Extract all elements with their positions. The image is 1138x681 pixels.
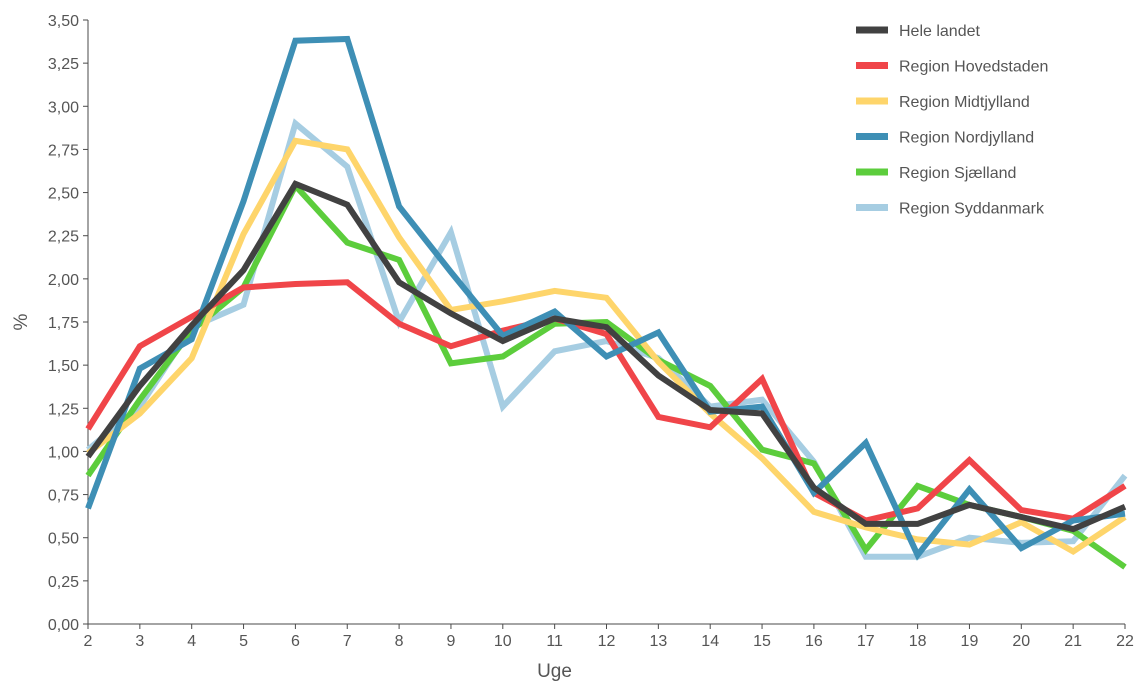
y-tick-label: 1,50 <box>48 358 79 375</box>
y-tick-label: 1,75 <box>48 315 79 332</box>
x-tick-label: 21 <box>1064 633 1082 650</box>
y-tick-label: 2,75 <box>48 142 79 159</box>
y-tick-label: 1,00 <box>48 444 79 461</box>
x-tick-label: 13 <box>649 633 667 650</box>
x-axis-title: Uge <box>537 661 572 681</box>
x-tick-label: 7 <box>343 633 352 650</box>
x-tick-label: 6 <box>291 633 300 650</box>
x-tick-label: 15 <box>753 633 771 650</box>
y-tick-label: 1,25 <box>48 401 79 418</box>
x-tick-label: 16 <box>805 633 823 650</box>
x-tick-label: 18 <box>909 633 927 650</box>
x-tick-label: 22 <box>1116 633 1134 650</box>
y-tick-label: 0,50 <box>48 531 79 548</box>
series-line-region-hovedstaden <box>85 279 1127 524</box>
y-tick-label: 0,75 <box>48 488 79 505</box>
y-tick-label: 2,00 <box>48 272 79 289</box>
x-tick-label: 2 <box>84 633 93 650</box>
x-tick-label: 14 <box>701 633 719 650</box>
x-tick-label: 4 <box>187 633 196 650</box>
series-line-hele-landet <box>85 180 1127 533</box>
x-tick-label: 19 <box>961 633 979 650</box>
x-tick-label: 3 <box>135 633 144 650</box>
legend-label-region-sjælland: Region Sjælland <box>899 165 1016 182</box>
legend-label-region-nordjylland: Region Nordjylland <box>899 130 1034 147</box>
legend-label-hele-landet: Hele landet <box>899 23 981 40</box>
series-line-region-sjælland <box>85 180 1127 570</box>
x-tick-label: 11 <box>546 633 563 650</box>
y-axis-title: % <box>11 313 32 330</box>
x-tick-label: 9 <box>446 633 455 650</box>
x-tick-label: 10 <box>494 633 512 650</box>
y-tick-label: 0,00 <box>48 617 79 634</box>
legend: Hele landet Region Hovedstaden Region Midt… <box>856 23 1048 218</box>
x-axis: 2 3 4 5 6 7 8 9 10 11 12 13 14 15 16 17 18 19 20 21 22 <box>84 623 1134 650</box>
y-tick-label: 3,25 <box>48 56 79 73</box>
series-lines <box>85 35 1128 570</box>
legend-label-region-syddanmark: Region Syddanmark <box>899 201 1045 218</box>
series-line-region-midtjylland <box>86 137 1127 556</box>
x-tick-label: 5 <box>239 633 248 650</box>
x-tick-label: 12 <box>598 633 616 650</box>
y-tick-label: 0,25 <box>48 574 79 591</box>
y-tick-label: 3,00 <box>48 99 79 116</box>
legend-label-region-midtjylland: Region Midtjylland <box>899 94 1030 111</box>
y-tick-label: 2,50 <box>48 186 79 203</box>
x-tick-label: 8 <box>395 633 404 650</box>
x-tick-label: 20 <box>1012 633 1030 650</box>
y-tick-label: 3,50 <box>48 13 79 30</box>
legend-label-region-hovedstaden: Region Hovedstaden <box>899 59 1048 76</box>
x-tick-label: 17 <box>857 633 875 650</box>
y-tick-label: 2,25 <box>48 229 79 246</box>
y-axis: 0,00 0,25 0,50 0,75 1,00 1,25 1,50 1,75 2,00 2,25… <box>48 13 89 634</box>
